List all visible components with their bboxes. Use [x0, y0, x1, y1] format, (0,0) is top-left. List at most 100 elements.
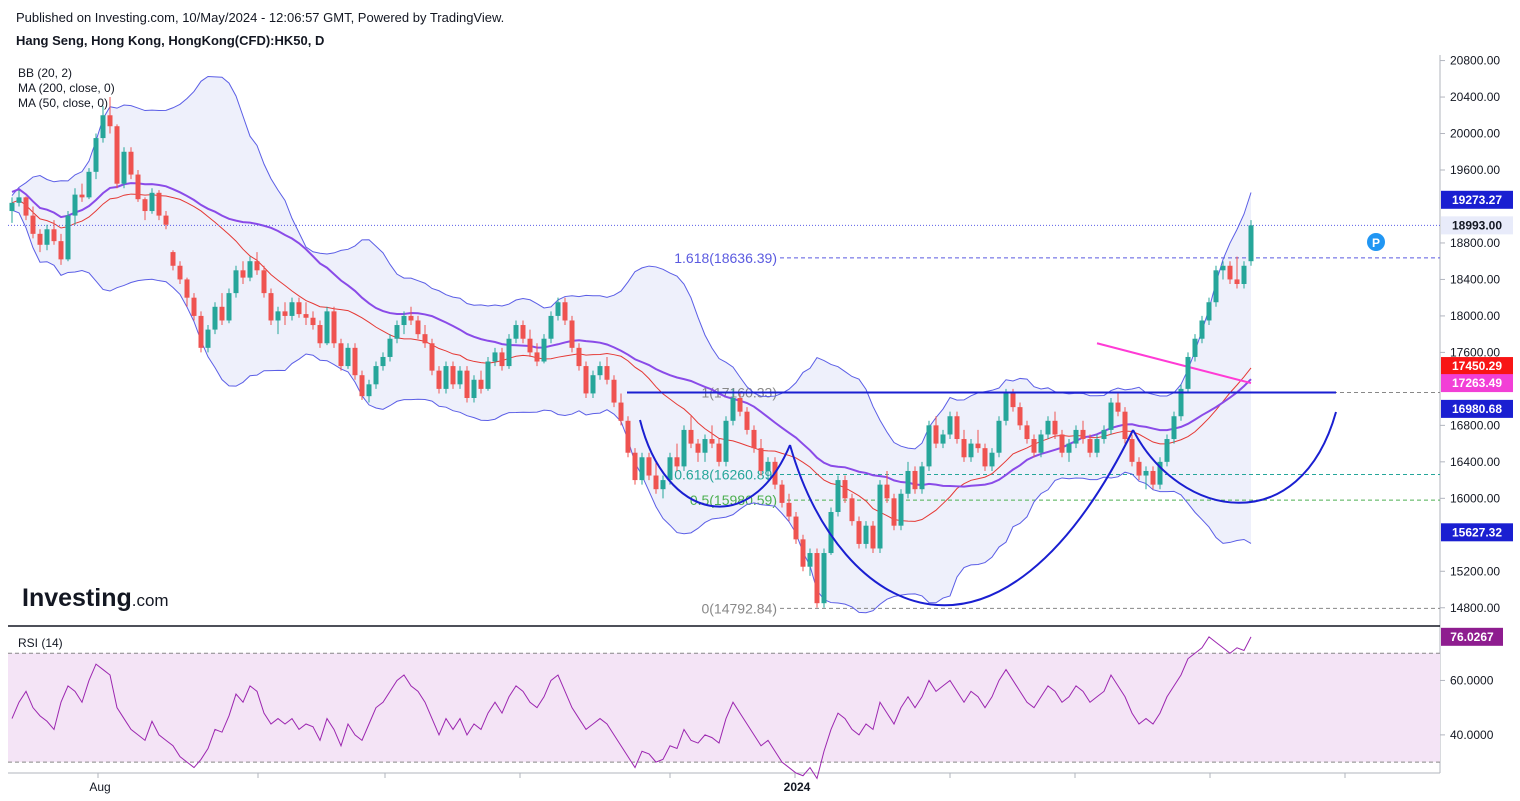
candle-body: [891, 498, 897, 526]
candle-body: [100, 115, 106, 139]
candle-body: [9, 202, 15, 212]
candle-body: [674, 457, 680, 467]
candle-body: [303, 314, 309, 318]
candle-body: [1010, 393, 1016, 408]
candle-body: [590, 375, 596, 394]
candle-body: [401, 315, 407, 326]
rsi-badge: [1441, 627, 1503, 646]
price-badge: [1441, 523, 1513, 542]
candle-body: [940, 434, 946, 444]
candle-body: [618, 402, 624, 421]
candle-body: [1248, 225, 1254, 262]
candle-body: [660, 480, 666, 490]
time-tick-label: Aug: [89, 780, 110, 794]
candle-body: [268, 293, 274, 321]
candle-body: [814, 553, 820, 604]
price-badge: [1441, 357, 1513, 376]
candle-body: [751, 429, 757, 449]
candle-body: [947, 416, 953, 435]
candle-body: [443, 366, 449, 389]
price-badge-label: 17450.29: [1452, 359, 1502, 373]
candle-body: [1031, 439, 1037, 453]
candle-body: [1199, 320, 1205, 339]
candle-body: [646, 457, 652, 476]
candle-body: [247, 261, 253, 278]
price-badge: [1441, 190, 1513, 209]
candle-body: [345, 347, 351, 367]
candle-body: [1206, 302, 1212, 321]
candle-body: [170, 252, 176, 266]
candle-body: [716, 443, 722, 462]
candle-body: [653, 475, 659, 490]
rsi-band: [8, 653, 1440, 763]
price-tick-label: 20000.00: [1450, 127, 1500, 141]
price-badge: [1441, 399, 1513, 418]
candle-body: [485, 361, 491, 389]
candle-body: [30, 215, 36, 234]
candle-body: [324, 311, 330, 344]
candle-body: [1073, 429, 1079, 444]
candle-body: [744, 411, 750, 430]
candle-body: [639, 457, 645, 481]
price-badge-label: 17263.49: [1452, 376, 1502, 390]
candle-body: [548, 315, 554, 339]
candle-body: [128, 151, 134, 175]
candle-body: [156, 192, 162, 216]
candle-body: [723, 420, 729, 462]
indicator-bb: BB (20, 2): [18, 66, 72, 80]
candle-body: [569, 320, 575, 348]
candle-body: [527, 338, 533, 353]
candle-body: [982, 448, 988, 467]
candle-body: [51, 229, 57, 242]
candle-body: [562, 302, 568, 321]
price-tick-label: 18800.00: [1450, 236, 1500, 250]
candle-body: [114, 126, 120, 184]
price-tick-label: 17600.00: [1450, 345, 1500, 359]
head-arc: [789, 429, 1134, 607]
candle-body: [1213, 270, 1219, 303]
candle-body: [135, 174, 141, 200]
candle-body: [457, 370, 463, 385]
candle-body: [534, 352, 540, 362]
candle-body: [1122, 411, 1128, 440]
candle-body: [821, 553, 827, 604]
rsi-line: [11, 636, 1252, 780]
indicator-ma50: MA (50, close, 0): [18, 96, 108, 110]
price-tick-label: 15200.00: [1450, 564, 1500, 578]
candle-body: [1178, 388, 1184, 417]
candle-body: [828, 512, 834, 554]
logo-name: Investing: [22, 584, 132, 612]
ma200-line: [1096, 342, 1252, 385]
candle-body: [632, 452, 638, 481]
candle-body: [415, 320, 421, 335]
candle-body: [912, 470, 918, 490]
candle-body: [611, 379, 617, 403]
marker-badge: [1367, 233, 1385, 251]
candle-body: [926, 425, 932, 467]
candle-body: [163, 215, 169, 225]
candle-body: [968, 443, 974, 458]
candle-body: [989, 452, 995, 467]
candle-body: [359, 375, 365, 397]
price-badge-label: 16980.68: [1452, 402, 1502, 416]
price-tick-label: 18000.00: [1450, 309, 1500, 323]
candle-body: [849, 498, 855, 522]
candle-body: [1059, 434, 1065, 453]
candle-body: [1164, 439, 1170, 462]
fib-level-label: 0.618(16260.89): [674, 467, 777, 483]
price-tick-label: 16800.00: [1450, 418, 1500, 432]
candle-body: [1087, 439, 1093, 453]
candle-body: [1045, 420, 1051, 435]
rsi-tick-label: 60.0000: [1450, 673, 1494, 687]
candle-body: [758, 448, 764, 471]
candle-body: [282, 311, 288, 316]
candle-body: [1171, 416, 1177, 440]
candle-body: [807, 553, 813, 567]
candle-body: [310, 317, 316, 326]
candle-body: [373, 366, 379, 385]
candle-body: [240, 270, 246, 278]
candle-body: [800, 539, 806, 567]
candle-body: [1052, 420, 1058, 435]
candle-body: [352, 347, 358, 376]
